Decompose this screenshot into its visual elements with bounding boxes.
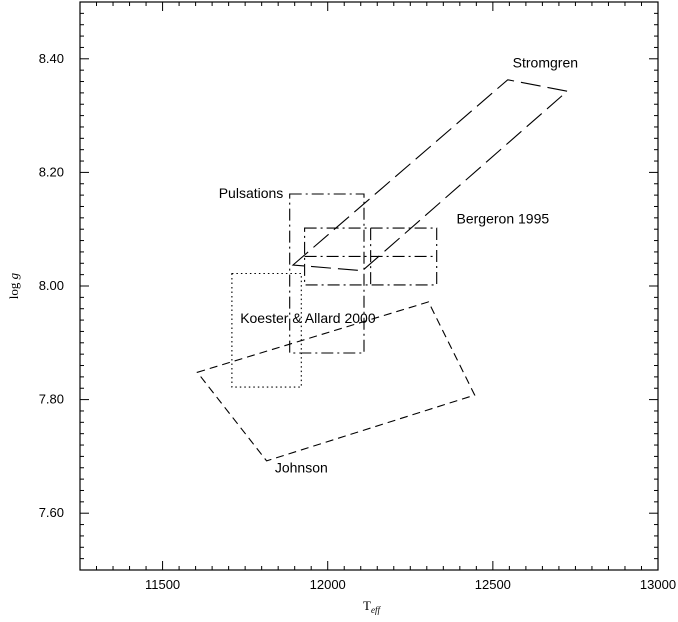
- annotation-stromgren: Stromgren: [513, 54, 578, 70]
- y-tick-label: 7.80: [39, 392, 64, 407]
- series-bergeron-1995: [304, 227, 438, 286]
- x-tick-label: 12500: [475, 577, 511, 592]
- y-axis-label-main: log: [6, 279, 21, 299]
- y-axis-label-italic: g: [6, 272, 21, 279]
- y-tick-label: 7.60: [39, 505, 64, 520]
- series-group: [196, 79, 569, 462]
- tick-group: 11500 12000 12500 13000 7.60 7.80 8.00 8.20 8.40: [39, 1, 676, 592]
- series-stromgren: [291, 79, 569, 272]
- annotation-bergeron-1995: Bergeron 1995: [457, 211, 550, 227]
- y-axis-label: log g: [6, 272, 21, 299]
- x-axis-label-subscript: eff: [371, 605, 381, 615]
- plot-frame: [79, 1, 659, 571]
- x-tick-label: 11500: [145, 577, 180, 592]
- series-johnson: [196, 301, 476, 462]
- annotation-pulsations: Pulsations: [219, 185, 284, 201]
- series-koester-allard-2000: [231, 272, 302, 388]
- y-tick-label: 8.40: [39, 51, 64, 66]
- x-axis-label-main: T: [363, 598, 371, 613]
- x-tick-label: 12000: [310, 577, 346, 592]
- y-tick-label: 8.20: [39, 164, 64, 179]
- x-tick-label: 13000: [640, 577, 676, 592]
- annotation-koester-allard-2000: Koester & Allard 2000: [240, 310, 376, 326]
- annotation-group: Stromgren Pulsations Bergeron 1995 Koester …: [219, 54, 578, 475]
- y-tick-label: 8.00: [39, 278, 64, 293]
- series-pulsations: [289, 193, 365, 354]
- x-axis-label: Teff: [363, 598, 381, 615]
- annotation-johnson: Johnson: [275, 459, 328, 475]
